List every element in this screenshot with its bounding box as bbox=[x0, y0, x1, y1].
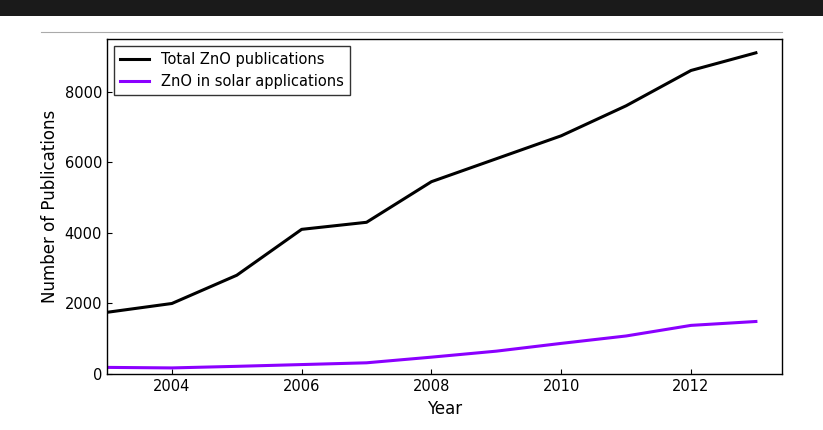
Line: ZnO in solar applications: ZnO in solar applications bbox=[107, 322, 756, 368]
ZnO in solar applications bbox=[556, 341, 566, 346]
ZnO in solar applications bbox=[361, 360, 371, 366]
ZnO in solar applications bbox=[297, 362, 307, 367]
ZnO in solar applications bbox=[686, 323, 696, 328]
Total ZnO publications bbox=[751, 50, 760, 55]
ZnO in solar applications bbox=[167, 366, 177, 371]
Total ZnO publications bbox=[361, 220, 371, 225]
Total ZnO publications bbox=[232, 273, 242, 278]
X-axis label: Year: Year bbox=[427, 399, 462, 418]
Line: Total ZnO publications: Total ZnO publications bbox=[107, 53, 756, 312]
Total ZnO publications bbox=[167, 301, 177, 306]
Total ZnO publications bbox=[621, 103, 631, 108]
ZnO in solar applications bbox=[232, 364, 242, 369]
ZnO in solar applications bbox=[102, 365, 112, 370]
Total ZnO publications bbox=[686, 68, 696, 73]
ZnO in solar applications bbox=[426, 355, 436, 360]
Total ZnO publications bbox=[491, 156, 501, 161]
ZnO in solar applications bbox=[491, 349, 501, 354]
Total ZnO publications bbox=[297, 227, 307, 232]
ZnO in solar applications bbox=[751, 319, 760, 324]
Y-axis label: Number of Publications: Number of Publications bbox=[41, 110, 59, 303]
Total ZnO publications bbox=[102, 310, 112, 315]
Total ZnO publications bbox=[556, 133, 566, 138]
Total ZnO publications bbox=[426, 179, 436, 184]
Legend: Total ZnO publications, ZnO in solar applications: Total ZnO publications, ZnO in solar app… bbox=[114, 46, 350, 95]
ZnO in solar applications bbox=[621, 333, 631, 338]
